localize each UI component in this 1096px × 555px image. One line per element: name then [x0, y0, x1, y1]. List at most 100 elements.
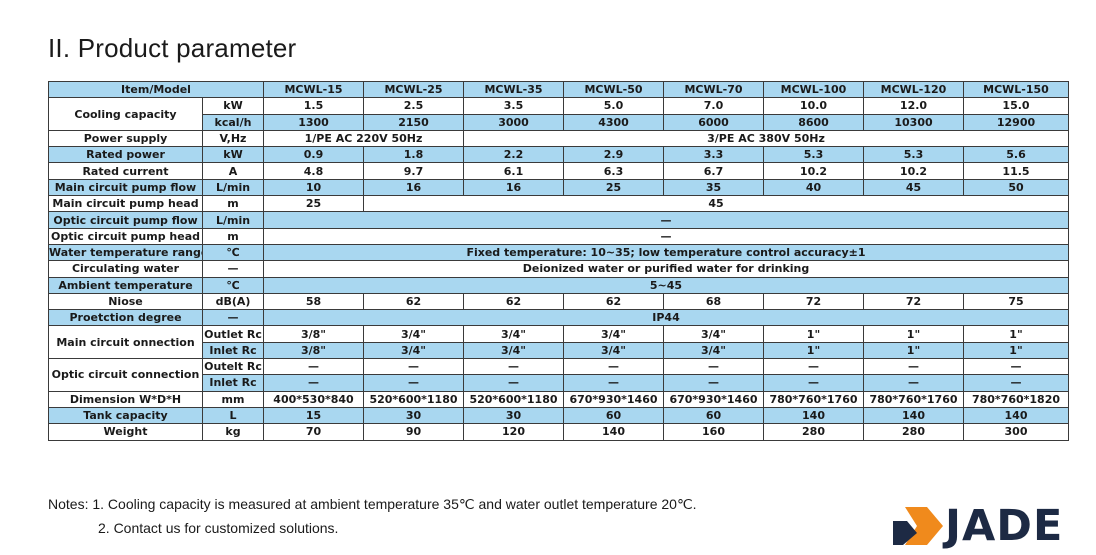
label-cell: Power supply: [48, 129, 203, 148]
model-name: MCWL-100: [763, 80, 864, 99]
value-cell: 10300: [863, 113, 964, 131]
value-cell: 15.0: [963, 97, 1069, 115]
value-cell: 1.5: [263, 97, 364, 115]
row-main-connection-inlet: Inlet Rc 3/8" 3/4" 3/4" 3/4" 3/4" 1" 1" 1": [49, 341, 1069, 360]
value-cell: 4.8: [263, 162, 364, 180]
value-cell: 3/4": [563, 325, 664, 343]
row-water-temp-range: Water temperature range ℃ Fixed temperatur…: [48, 243, 1069, 262]
value-cell: 2150: [363, 113, 464, 131]
notes: Notes: 1. Cooling capacity is measured a…: [48, 492, 697, 540]
value-cell: 70: [263, 423, 364, 441]
value-cell: 3/4": [363, 325, 464, 343]
label-cell: Rated current: [48, 162, 203, 180]
model-name: MCWL-120: [863, 80, 964, 99]
value-cell: —: [563, 374, 664, 392]
value-cell: 780*760*1760: [763, 390, 864, 408]
value-cell: 72: [763, 292, 864, 311]
unit-cell: ℃: [202, 276, 264, 294]
unit-cell: A: [202, 162, 264, 180]
value-cell: 12900: [963, 113, 1069, 131]
note-line-2: 2. Contact us for customized solutions.: [98, 520, 339, 536]
value-cell: 140: [863, 406, 964, 425]
value-cell: 1": [863, 325, 964, 343]
value-cell: 60: [563, 406, 664, 425]
label-main-connection: Main circuit onnection: [48, 325, 203, 360]
value-cell: —: [963, 374, 1069, 392]
row-power-supply: Power supply V,Hz 1/PE AC 220V 50Hz 3/PE AC…: [48, 129, 1069, 148]
unit-cell: dB(A): [202, 292, 264, 311]
value-cell: 11.5: [963, 162, 1069, 180]
value-cell: 300: [963, 423, 1069, 441]
table-header-row: Item/Model MCWL-15 MCWL-25 MCWL-35 MCWL-50 MC…: [48, 80, 1069, 99]
value-cell: 9.7: [363, 162, 464, 180]
unit-cell: —: [202, 260, 264, 278]
row-optic-pump-head: Optic circuit pump head m —: [48, 227, 1069, 245]
label-optic-connection: Optic circuit connection: [48, 358, 203, 392]
value-cell: 30: [463, 406, 564, 425]
model-name: MCWL-50: [563, 80, 664, 99]
value-cell: —: [263, 227, 1069, 245]
value-cell: 6.7: [663, 162, 764, 180]
value-cell: 1.8: [363, 146, 464, 164]
value-cell: 58: [263, 292, 364, 311]
label-cell: Weight: [48, 423, 203, 441]
value-cell: 3/PE AC 380V 50Hz: [463, 129, 1069, 148]
label-cell: Main circuit pump head: [48, 195, 203, 213]
value-cell: 2.2: [463, 146, 564, 164]
row-protection: Proetction degree — IP44: [48, 309, 1069, 327]
value-cell: 25: [263, 195, 364, 213]
label-cell: Circulating water: [48, 260, 203, 278]
value-cell: 5.6: [963, 146, 1069, 164]
label-cell: Ambient temperature: [48, 276, 203, 294]
value-cell: 75: [963, 292, 1069, 311]
header-item-model: Item/Model: [48, 80, 264, 99]
unit-cell: L/min: [202, 178, 264, 197]
row-weight: Weight kg 70 90 120 140 160 280 280 300: [48, 423, 1069, 441]
value-cell: 16: [463, 178, 564, 197]
value-cell: 12.0: [863, 97, 964, 115]
value-cell: —: [463, 374, 564, 392]
value-cell: 10.0: [763, 97, 864, 115]
value-cell: 50: [963, 178, 1069, 197]
value-cell: 520*600*1180: [463, 390, 564, 408]
value-cell: 1300: [263, 113, 364, 131]
value-cell: 280: [863, 423, 964, 441]
value-cell: 15: [263, 406, 364, 425]
value-cell: 3/8": [263, 341, 364, 360]
label-cooling-capacity: Cooling capacity: [48, 97, 203, 131]
value-cell: 3/4": [463, 325, 564, 343]
value-cell: 40: [763, 178, 864, 197]
value-cell: 62: [563, 292, 664, 311]
row-noise: Niose dB(A) 58 62 62 62 68 72 72 75: [48, 292, 1069, 311]
value-cell: 3/4": [463, 341, 564, 360]
value-cell: 30: [363, 406, 464, 425]
value-cell: 5.0: [563, 97, 664, 115]
value-cell: 45: [363, 195, 1069, 213]
value-cell: 0.9: [263, 146, 364, 164]
value-cell: 60: [663, 406, 764, 425]
value-cell: —: [363, 374, 464, 392]
label-cell: Proetction degree: [48, 309, 203, 327]
label-cell: Niose: [48, 292, 203, 311]
value-cell: 780*760*1820: [963, 390, 1069, 408]
row-rated-power: Rated power kW 0.9 1.8 2.2 2.9 3.3 5.3 5.3 5.6: [48, 146, 1069, 164]
value-cell: 7.0: [663, 97, 764, 115]
brand-logo: JADE: [891, 502, 1077, 550]
value-cell: 3000: [463, 113, 564, 131]
model-name: MCWL-35: [463, 80, 564, 99]
value-cell: 3.3: [663, 146, 764, 164]
row-circulating-water: Circulating water — Deionized water or pur…: [48, 260, 1069, 278]
value-cell: 2.9: [563, 146, 664, 164]
unit-cell: Inlet Rc: [202, 341, 264, 360]
unit-cell: m: [202, 195, 264, 213]
value-cell: —: [663, 358, 764, 376]
value-cell: 16: [363, 178, 464, 197]
row-ambient-temp: Ambient temperature ℃ 5~45: [48, 276, 1069, 294]
value-cell: 140: [963, 406, 1069, 425]
unit-cell: kg: [202, 423, 264, 441]
unit-cell: m: [202, 227, 264, 245]
row-main-pump-head: Main circuit pump head m 25 45: [48, 195, 1069, 213]
value-cell: 8600: [763, 113, 864, 131]
value-cell: 1/PE AC 220V 50Hz: [263, 129, 464, 148]
value-cell: 400*530*840: [263, 390, 364, 408]
